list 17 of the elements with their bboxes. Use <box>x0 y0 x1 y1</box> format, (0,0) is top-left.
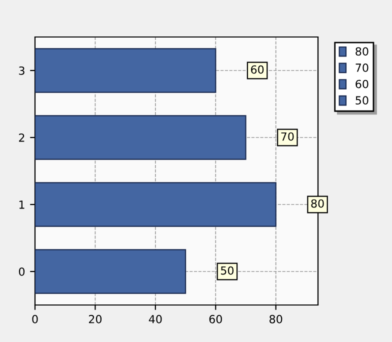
x-tick-label: 60 <box>209 314 222 324</box>
legend-label: 50 <box>356 96 368 105</box>
x-tick-label: 0 <box>32 314 38 324</box>
y-tick-label: 1 <box>19 200 24 209</box>
x-tick-label: 20 <box>88 314 102 324</box>
data-label: 60 <box>251 65 264 74</box>
y-tick-label: 3 <box>19 66 24 75</box>
data-label: 50 <box>220 266 234 275</box>
y-tick-label: 2 <box>19 133 24 142</box>
legend-label: 70 <box>356 64 368 72</box>
legend-label: 60 <box>356 80 368 88</box>
y-tick-label: 0 <box>18 267 25 276</box>
data-label: 70 <box>281 132 294 141</box>
x-tick-label: 80 <box>270 314 282 324</box>
data-label: 80 <box>311 199 324 208</box>
legend-label: 80 <box>356 47 368 56</box>
x-tick-label: 40 <box>148 314 162 324</box>
